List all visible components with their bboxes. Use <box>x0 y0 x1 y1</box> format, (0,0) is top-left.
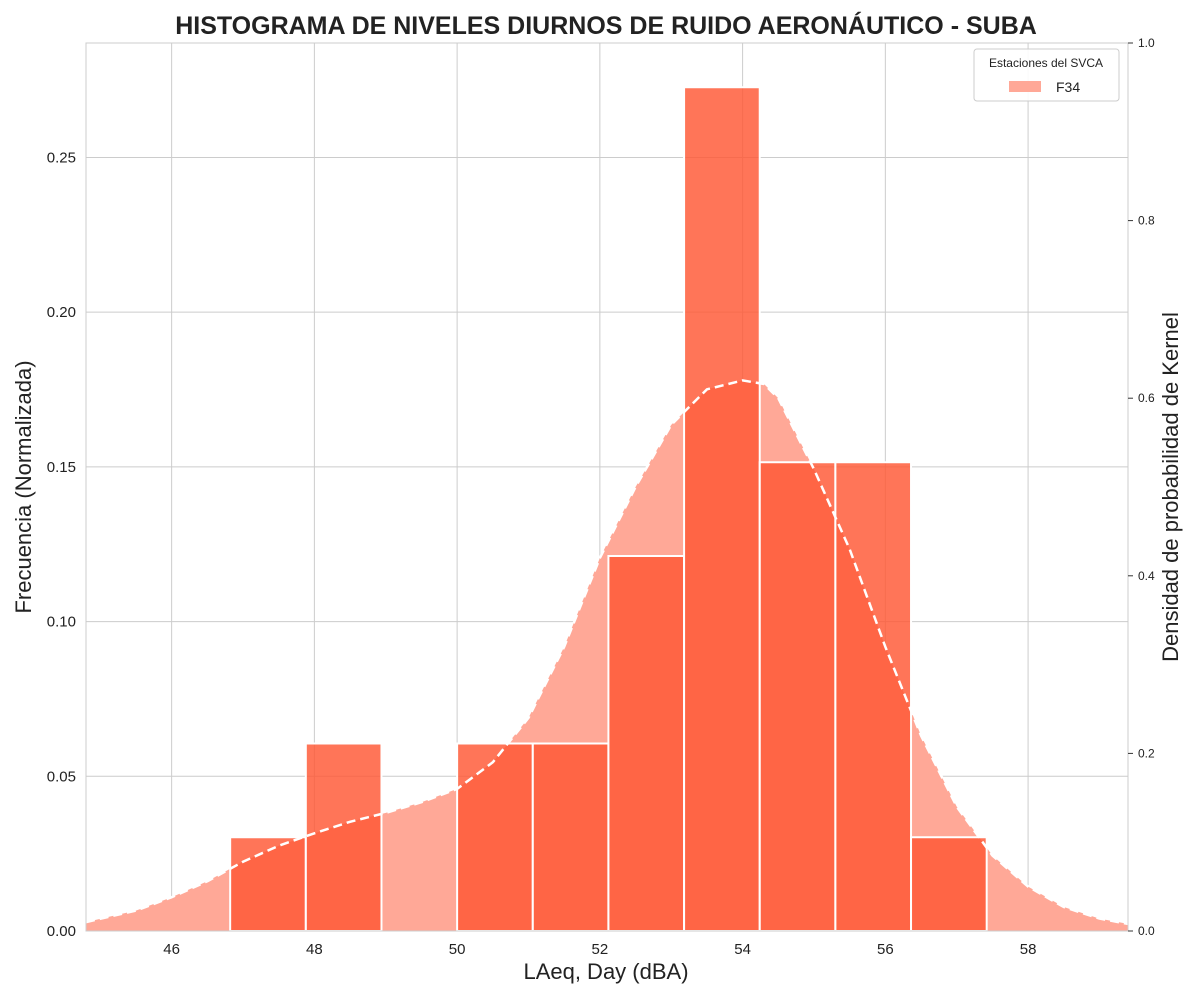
y-right-tick-label: 0.4 <box>1138 569 1155 583</box>
histogram-bar <box>304 742 383 932</box>
x-tick-label: 50 <box>449 941 466 958</box>
plot-border <box>85 42 1129 932</box>
histogram-bar <box>758 461 837 932</box>
histogram-bar <box>229 836 307 932</box>
y-right-tick-label: 0.0 <box>1138 924 1155 938</box>
y-axis-right-ticks: 0.0 0.2 0.4 0.6 0.8 1.0 <box>1128 36 1155 938</box>
histogram-bar <box>456 742 534 932</box>
x-tick-label: 48 <box>306 941 323 958</box>
y-axis-left-ticks: 0.00 0.05 0.10 0.15 0.20 0.25 <box>47 149 76 940</box>
legend-swatch <box>1009 81 1041 92</box>
chart-title: HISTOGRAMA DE NIVELES DIURNOS DE RUIDO A… <box>175 11 1037 40</box>
histogram-bar <box>910 836 988 932</box>
histogram-bar <box>531 742 610 932</box>
legend: Estaciones del SVCA F34 <box>973 48 1120 102</box>
legend-title: Estaciones del SVCA <box>989 56 1103 70</box>
histogram-bars <box>229 86 988 933</box>
x-axis-ticks: 46 48 50 52 54 56 58 <box>163 941 1036 958</box>
y-tick-label: 0.05 <box>47 768 76 785</box>
y-tick-label: 0.00 <box>47 923 76 940</box>
plot-frame <box>85 42 1129 932</box>
histogram-bar <box>834 461 913 932</box>
x-tick-label: 46 <box>163 941 180 958</box>
y-axis-right-label: Densidad de probabilidad de Kernel <box>1158 312 1183 662</box>
histogram-bar <box>607 554 686 933</box>
y-tick-label: 0.25 <box>47 149 76 166</box>
y-tick-label: 0.15 <box>47 459 76 476</box>
y-right-tick-label: 0.8 <box>1138 214 1155 228</box>
y-axis-label: Frecuencia (Normalizada) <box>11 360 36 613</box>
y-right-tick-label: 0.2 <box>1138 746 1155 760</box>
histogram-bar <box>683 86 761 932</box>
legend-label-f34: F34 <box>1056 79 1080 95</box>
y-right-tick-label: 1.0 <box>1138 36 1155 50</box>
x-tick-label: 58 <box>1020 941 1037 958</box>
y-right-tick-label: 0.6 <box>1138 391 1155 405</box>
x-tick-label: 56 <box>877 941 894 958</box>
y-tick-label: 0.20 <box>47 304 76 321</box>
x-axis-label: LAeq, Day (dBA) <box>523 959 688 984</box>
x-tick-label: 52 <box>592 941 609 958</box>
y-tick-label: 0.10 <box>47 614 76 631</box>
x-tick-label: 54 <box>734 941 751 958</box>
